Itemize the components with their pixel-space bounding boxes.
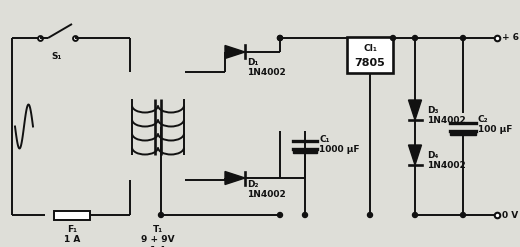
Text: C₁
1000 μF: C₁ 1000 μF [319,135,359,154]
Circle shape [412,212,418,218]
Text: + 6 V: + 6 V [502,34,520,42]
Circle shape [159,212,163,218]
Text: F₁
1 A: F₁ 1 A [64,225,80,244]
Circle shape [391,36,396,41]
Circle shape [461,36,465,41]
Circle shape [461,212,465,218]
Text: D₃
1N4002: D₃ 1N4002 [427,106,466,125]
Polygon shape [409,145,422,165]
Text: T₁
9 + 9V
1 A: T₁ 9 + 9V 1 A [141,225,175,247]
Text: S₁: S₁ [52,52,62,61]
Circle shape [412,36,418,41]
Circle shape [278,36,282,41]
Text: D₂
1N4002: D₂ 1N4002 [247,180,286,199]
Circle shape [303,212,307,218]
Text: 0 V: 0 V [502,210,518,220]
Text: C₂
100 μF: C₂ 100 μF [478,115,512,134]
Polygon shape [409,100,422,120]
Polygon shape [293,149,317,153]
Circle shape [278,212,282,218]
Circle shape [278,36,282,41]
Polygon shape [225,171,245,185]
Text: CI₁: CI₁ [363,43,377,53]
Circle shape [368,212,372,218]
Polygon shape [450,131,476,135]
Text: 7805: 7805 [355,58,385,68]
Text: D₄
1N4002: D₄ 1N4002 [427,151,466,170]
Polygon shape [225,45,245,59]
Text: D₁
1N4002: D₁ 1N4002 [247,58,286,77]
Bar [347,37,393,73]
Bar [54,210,90,220]
